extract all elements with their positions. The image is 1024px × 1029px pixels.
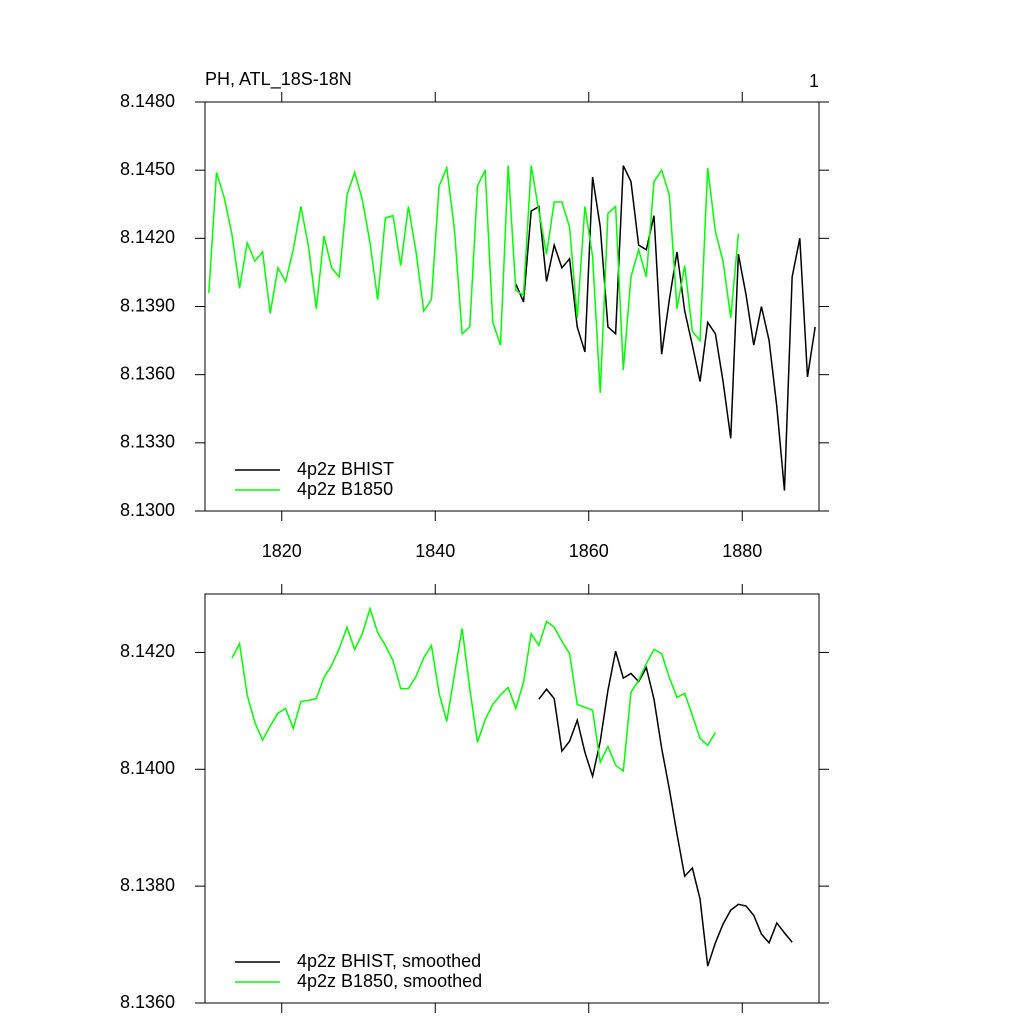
y-tick-label: 8.1480 — [120, 91, 175, 111]
y-tick-label: 8.1400 — [120, 758, 175, 778]
data-line — [538, 651, 793, 967]
y-tick-label: 8.1360 — [120, 992, 175, 1012]
y-tick-label: 8.1360 — [120, 363, 175, 383]
plot-frame — [204, 101, 820, 512]
y-tick-label: 8.1420 — [120, 641, 175, 661]
plot-frame — [204, 593, 820, 1004]
x-tick-label: 1840 — [415, 541, 455, 561]
x-tick-label: 1860 — [569, 541, 609, 561]
x-tick-label: 1820 — [262, 541, 302, 561]
data-line — [231, 606, 717, 773]
y-tick-label: 8.1330 — [120, 432, 175, 452]
legend-label: 4p2z BHIST — [297, 459, 394, 479]
y-tick-label: 8.1450 — [120, 159, 175, 179]
y-tick-label: 8.1390 — [120, 295, 175, 315]
y-tick-label: 8.1300 — [120, 500, 175, 520]
chart-title: PH, ATL_18S-18N — [205, 69, 352, 90]
legend-label: 4p2z B1850, smoothed — [297, 971, 482, 991]
x-tick-label: 1880 — [722, 541, 762, 561]
y-tick-label: 8.1420 — [120, 227, 175, 247]
data-line — [208, 165, 740, 393]
data-line — [515, 165, 816, 491]
legend-label: 4p2z B1850 — [297, 479, 393, 499]
y-tick-label: 8.1380 — [120, 875, 175, 895]
corner-label: 1 — [809, 71, 819, 91]
legend-label: 4p2z BHIST, smoothed — [297, 951, 481, 971]
